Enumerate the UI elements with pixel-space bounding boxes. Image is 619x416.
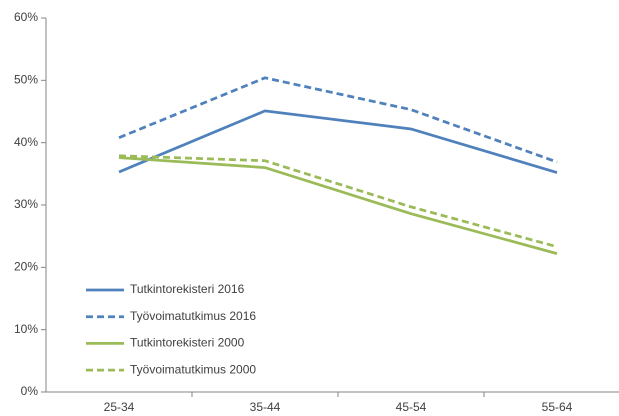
legend-label: Tutkintorekisteri 2016 — [130, 282, 245, 296]
legend-label: Tutkintorekisteri 2000 — [130, 336, 245, 350]
series-line — [118, 156, 558, 255]
x-tick-label: 45-54 — [396, 400, 427, 414]
y-tick-label: 60% — [14, 10, 38, 24]
y-tick-label: 40% — [14, 135, 38, 149]
y-tick-label: 30% — [14, 197, 38, 211]
series-line — [118, 76, 558, 164]
series-line — [118, 109, 558, 174]
x-tick-label: 55-64 — [542, 400, 573, 414]
y-tick-label: 20% — [14, 260, 38, 274]
y-tick-label: 0% — [21, 384, 39, 398]
legend-label: Työvoimatutkimus 2016 — [130, 309, 256, 323]
y-tick-label: 50% — [14, 73, 38, 87]
series-line — [118, 154, 558, 249]
y-tick-label: 10% — [14, 322, 38, 336]
legend-label: Työvoimatutkimus 2000 — [130, 362, 256, 376]
x-tick-label: 35-44 — [250, 400, 281, 414]
x-tick-label: 25-34 — [104, 400, 135, 414]
